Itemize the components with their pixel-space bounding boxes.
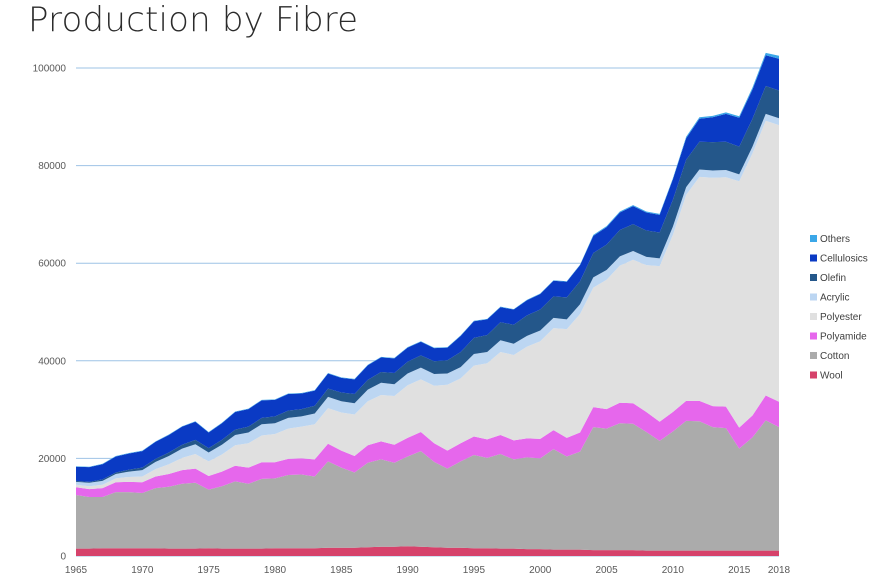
y-tick-label-4: 80000 [38,161,66,172]
legend-swatch-polyamide [810,332,817,340]
area-series [76,52,779,556]
legend-swatch-olefin [810,274,817,281]
legend-item-polyester: Polyester [810,312,862,323]
x-tick-label-2: 1975 [198,565,221,576]
y-tick-label-1: 20000 [38,454,66,465]
x-tick-label-3: 1980 [264,565,287,576]
series-area-polyamide [76,395,779,497]
series-area-polyester [76,120,779,490]
legend-label-olefin: Olefin [820,273,846,284]
y-tick-label-5: 100000 [33,64,67,75]
x-tick-label-11: 2018 [768,565,791,576]
x-tick-label-8: 2005 [595,565,618,576]
legend-label-cellulosics: Cellulosics [820,254,868,265]
legend-swatch-polyester [810,313,817,320]
legend-item-olefin: Olefin [810,273,846,284]
x-tick-label-4: 1985 [330,565,353,576]
legend-item-cotton: Cotton [810,351,849,362]
legend-swatch-acrylic [810,293,817,301]
x-tick-label-0: 1965 [65,565,88,576]
series-area-cotton [76,420,779,551]
y-tick-label-0: 0 [60,552,66,563]
legend-swatch-wool [810,371,817,379]
legend-label-acrylic: Acrylic [820,293,849,304]
x-tick-label-5: 1990 [396,565,419,576]
legend: Others Cellulosics Olefin Acrylic Polyester P… [810,234,868,382]
legend-swatch-cellulosics [810,254,817,262]
legend-label-polyester: Polyester [820,312,862,323]
legend-item-polyamide: Polyamide [810,332,867,343]
x-tick-label-7: 2000 [529,565,552,576]
legend-swatch-others [810,235,817,242]
legend-label-others: Others [820,234,850,245]
chart-title: Production by Fibre [28,0,359,40]
x-tick-label-1: 1970 [131,565,154,576]
legend-item-cellulosics: Cellulosics [810,254,868,265]
legend-label-polyamide: Polyamide [820,332,867,343]
legend-swatch-cotton [810,352,817,359]
legend-label-cotton: Cotton [820,351,849,362]
y-tick-label-3: 60000 [38,259,66,270]
x-tick-label-6: 1995 [463,565,486,576]
axes: 0 20000 40000 60000 80000 100000 1965 1970 1975 1… [33,64,791,577]
y-tick-label-2: 40000 [38,356,66,367]
legend-item-others: Others [810,234,850,245]
x-tick-label-10: 2015 [728,565,751,576]
legend-item-wool: Wool [810,371,843,382]
x-tick-label-9: 2010 [662,565,685,576]
legend-item-acrylic: Acrylic [810,293,849,304]
legend-label-wool: Wool [820,371,843,382]
